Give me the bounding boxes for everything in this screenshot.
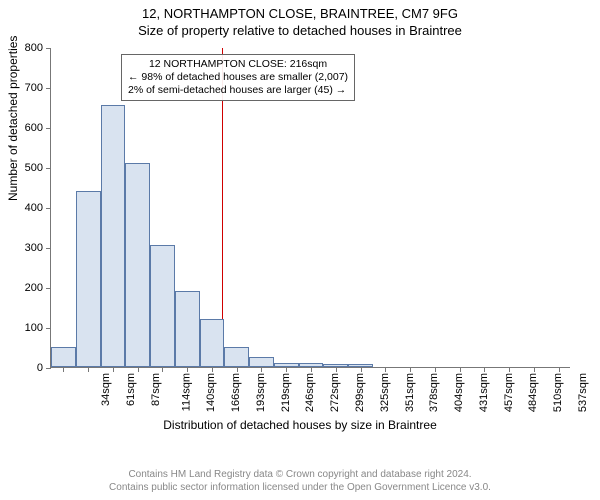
annotation-line3: 2% of semi-detached houses are larger (4… [128,84,348,97]
x-tick [212,367,213,372]
x-tick [113,367,114,372]
x-tick-label: 404sqm [453,373,465,412]
x-tick [460,367,461,372]
x-tick-label: 351sqm [404,373,416,412]
title-block: 12, NORTHAMPTON CLOSE, BRAINTREE, CM7 9F… [0,0,600,38]
x-tick [385,367,386,372]
x-tick [509,367,510,372]
x-tick-label: 510sqm [552,373,564,412]
histogram-bar [175,291,200,367]
x-tick [187,367,188,372]
x-tick-label: 34sqm [100,373,112,406]
x-tick [361,367,362,372]
annotation-box: 12 NORTHAMPTON CLOSE: 216sqm ← 98% of de… [121,54,355,101]
histogram-bar [125,163,150,367]
footer-line1: Contains HM Land Registry data © Crown c… [0,469,600,482]
x-tick [484,367,485,372]
x-tick [410,367,411,372]
x-tick [162,367,163,372]
y-tick-label: 300 [25,242,51,254]
histogram-bar [76,191,101,367]
footer-line2: Contains public sector information licen… [0,482,600,495]
subtitle-line: Size of property relative to detached ho… [0,23,600,38]
x-tick [286,367,287,372]
y-axis-title: Number of detached properties [6,36,20,201]
histogram-bar [249,357,274,367]
annotation-line2: ← 98% of detached houses are smaller (2,… [128,71,348,84]
x-tick [261,367,262,372]
x-tick-label: 114sqm [180,373,192,411]
x-tick-label: 299sqm [354,373,366,412]
x-tick [435,367,436,372]
x-tick-label: 457sqm [503,373,515,412]
x-tick-label: 325sqm [379,373,391,412]
x-tick-label: 246sqm [305,373,317,412]
x-tick [311,367,312,372]
x-tick-label: 61sqm [125,373,137,406]
chart-container: 12 NORTHAMPTON CLOSE: 216sqm ← 98% of de… [0,38,600,438]
x-tick-label: 378sqm [428,373,440,412]
plot-area: 12 NORTHAMPTON CLOSE: 216sqm ← 98% of de… [50,48,570,368]
y-tick-label: 200 [25,282,51,294]
footer: Contains HM Land Registry data © Crown c… [0,469,600,494]
x-tick-label: 272sqm [329,373,341,412]
annotation-line1: 12 NORTHAMPTON CLOSE: 216sqm [128,58,348,71]
x-tick-label: 484sqm [527,373,539,412]
histogram-bar [200,319,225,367]
y-tick-label: 100 [25,322,51,334]
x-tick-label: 219sqm [280,373,292,412]
x-tick-label: 431sqm [478,373,490,412]
x-tick-label: 166sqm [230,373,242,412]
y-tick-label: 800 [25,42,51,54]
y-tick-label: 700 [25,82,51,94]
x-tick [63,367,64,372]
x-tick [138,367,139,372]
x-axis-title: Distribution of detached houses by size … [0,418,600,432]
histogram-bar [101,105,126,367]
x-tick-label: 87sqm [150,373,162,406]
x-tick [559,367,560,372]
histogram-bar [150,245,175,367]
x-tick [336,367,337,372]
histogram-bar [224,347,249,367]
x-tick-label: 537sqm [577,373,589,412]
x-tick [237,367,238,372]
x-tick [88,367,89,372]
y-tick-label: 400 [25,202,51,214]
address-line: 12, NORTHAMPTON CLOSE, BRAINTREE, CM7 9F… [0,6,600,21]
y-tick-label: 600 [25,122,51,134]
histogram-bar [51,347,76,367]
y-tick-label: 0 [37,362,51,374]
x-tick-label: 140sqm [206,373,218,412]
x-tick-label: 193sqm [255,373,267,412]
y-tick-label: 500 [25,162,51,174]
x-tick [534,367,535,372]
